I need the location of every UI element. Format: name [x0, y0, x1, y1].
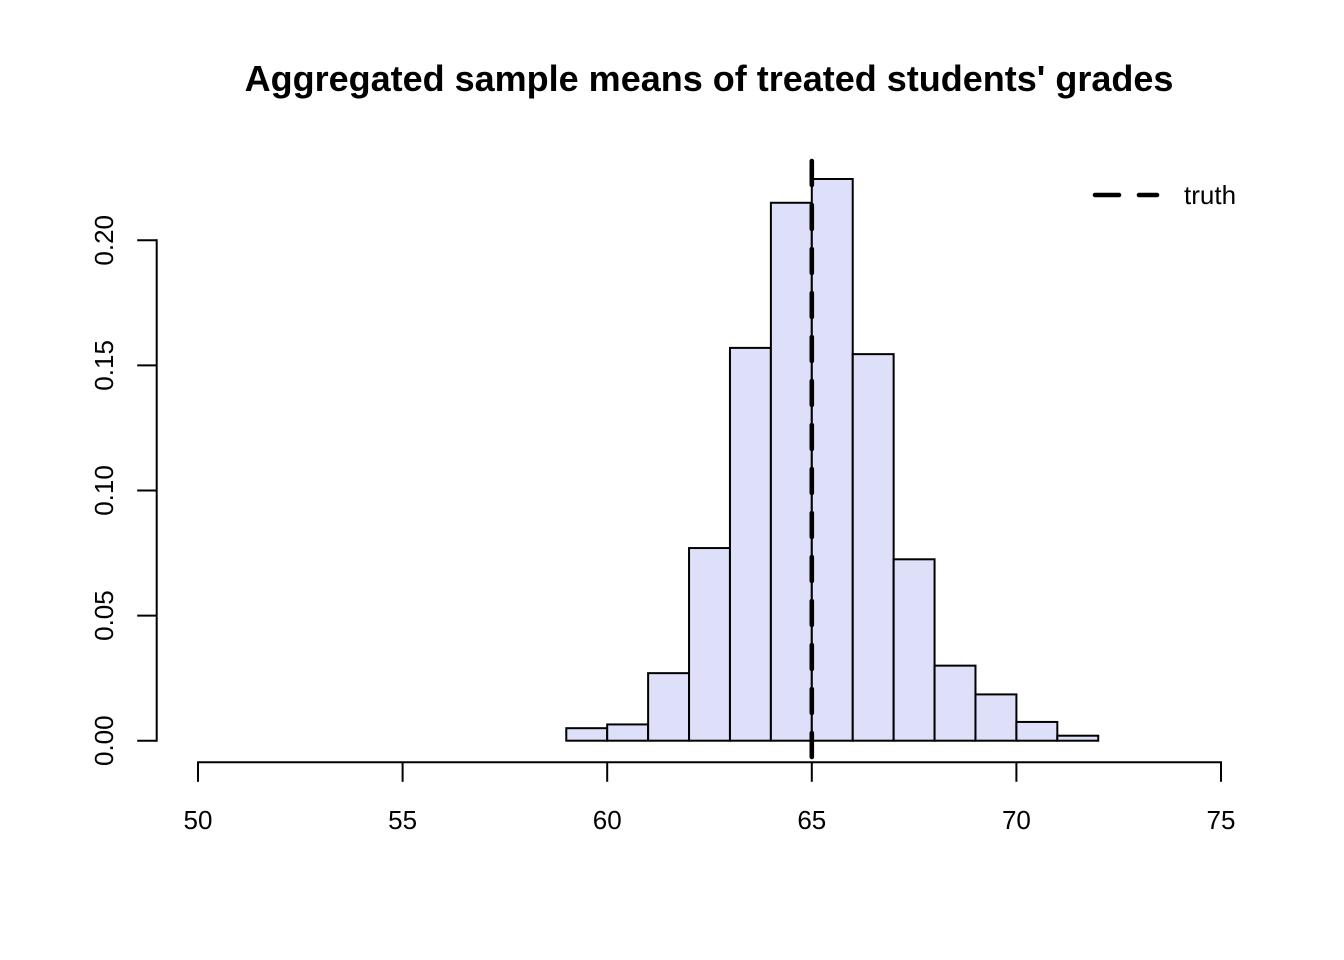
y-axis-tick-label: 0.00 [89, 715, 119, 766]
histogram-bar [606, 723, 650, 742]
histogram-bar [647, 672, 691, 742]
chart-title: Aggregated sample means of treated stude… [244, 58, 1174, 99]
y-axis-tick-label: 0.05 [89, 590, 119, 641]
legend-label: truth [1184, 180, 1237, 210]
histogram-bar [851, 353, 895, 742]
y-axis-tick-label: 0.15 [89, 340, 119, 391]
y-axis-tick-label: 0.10 [89, 465, 119, 516]
histogram-bar [728, 346, 772, 742]
histogram-bar [1056, 734, 1100, 742]
x-axis-tick-label: 70 [1002, 805, 1031, 835]
legend-dashed-line-icon [1092, 192, 1160, 198]
histogram-bar [974, 693, 1018, 742]
y-axis-tick-label: 0.20 [89, 215, 119, 266]
histogram-bar [892, 558, 936, 742]
x-axis-tick-label: 65 [797, 805, 826, 835]
histogram-bar [688, 547, 731, 742]
histogram-bar [933, 664, 977, 742]
histogram-bar [1015, 720, 1059, 742]
x-axis-tick-label: 50 [184, 805, 213, 835]
x-axis-tick-label: 60 [593, 805, 622, 835]
x-axis-tick-label: 55 [388, 805, 417, 835]
x-axis-tick-label: 75 [1207, 805, 1236, 835]
histogram-bar [565, 727, 609, 742]
histogram-bar [769, 201, 813, 742]
histogram-bar [810, 178, 854, 742]
legend: truth [1092, 180, 1237, 210]
